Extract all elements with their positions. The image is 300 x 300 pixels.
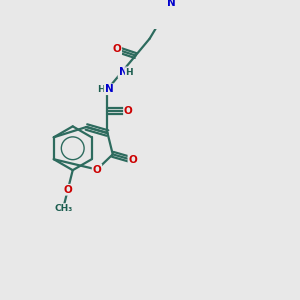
Text: O: O <box>124 106 133 116</box>
Text: N: N <box>104 84 113 94</box>
Text: O: O <box>64 185 72 195</box>
Text: O: O <box>93 164 101 175</box>
Text: H: H <box>98 85 105 94</box>
Text: H: H <box>126 68 133 77</box>
Text: CH₃: CH₃ <box>54 204 72 213</box>
Text: O: O <box>128 155 137 165</box>
Text: N: N <box>118 68 127 77</box>
Text: N: N <box>167 0 176 8</box>
Text: O: O <box>112 44 121 54</box>
